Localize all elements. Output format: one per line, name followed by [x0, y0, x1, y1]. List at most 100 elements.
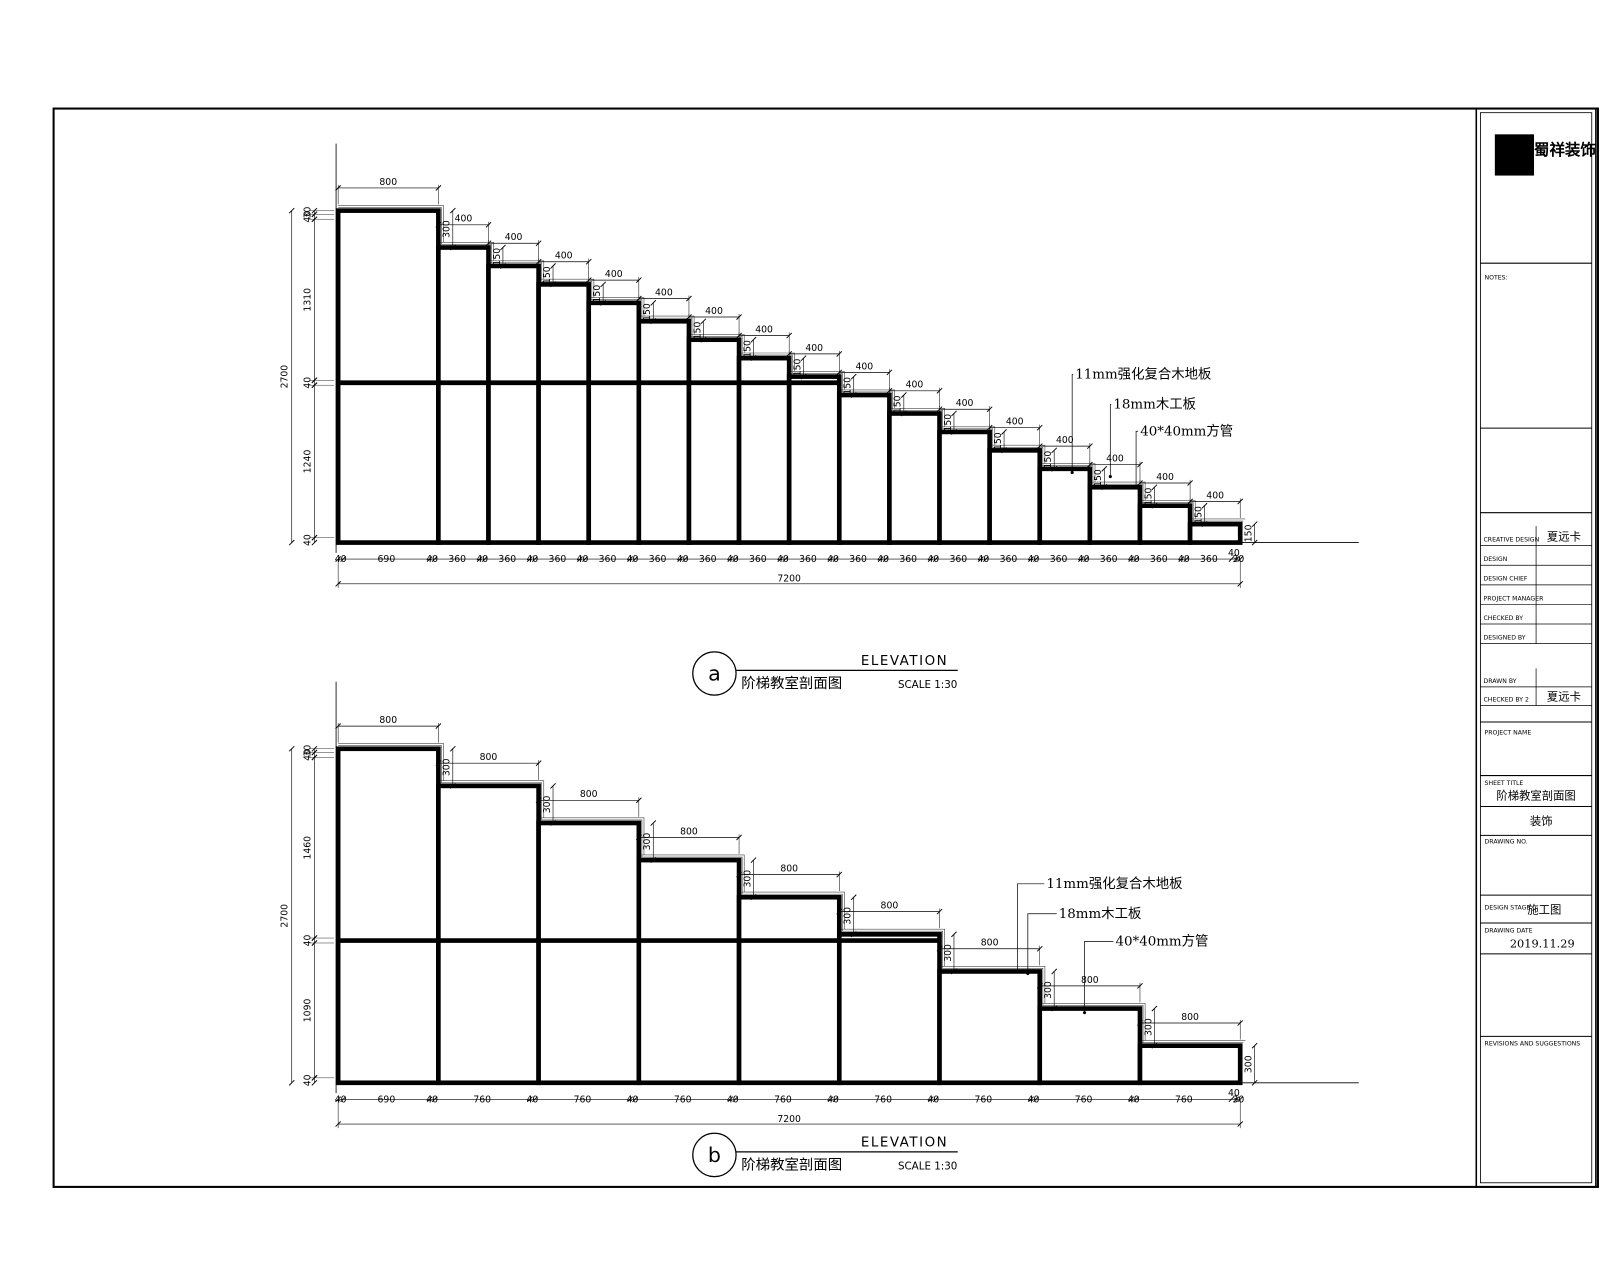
dim-tick — [500, 263, 506, 269]
width-dim: 400 — [956, 398, 974, 409]
dim-tick — [635, 834, 642, 841]
dim-tick — [1237, 1121, 1244, 1127]
height-dim: 1090 — [302, 999, 313, 1023]
dim-tick — [836, 908, 843, 915]
dim-tick — [850, 894, 857, 901]
width-dim: 800 — [580, 789, 598, 800]
dim-tick — [426, 556, 433, 562]
bottom-dim: 360 — [1200, 554, 1218, 565]
row-value: 夏远卡 — [1547, 530, 1581, 544]
dim-tick — [1187, 480, 1193, 486]
dim-tick — [736, 871, 742, 878]
bottom-dim: 40 — [677, 554, 689, 565]
rise-dim: 150 — [542, 266, 553, 284]
leader — [1084, 941, 1114, 1013]
width-dim: 400 — [1006, 417, 1024, 428]
dim-tick — [535, 760, 542, 767]
dim-tick — [535, 258, 542, 265]
width-dim: 800 — [1081, 975, 1099, 986]
dim-tick — [1251, 1079, 1258, 1086]
dim-tick — [682, 556, 689, 562]
bottom-dim: 360 — [1050, 554, 1068, 565]
dim-tick — [1033, 1096, 1039, 1103]
bottom-dim: 360 — [649, 554, 667, 565]
dim-tick — [288, 539, 295, 546]
dim-tick — [1137, 1020, 1143, 1026]
dim-tick — [927, 556, 934, 562]
dim-tick — [1051, 968, 1058, 975]
height-dim: 40 — [302, 749, 313, 761]
rise-dim: 150 — [943, 414, 954, 432]
dim-tick — [951, 931, 957, 938]
bottom-dim: 690 — [378, 554, 396, 565]
dim-tick — [1036, 982, 1043, 989]
dim-tick — [635, 797, 642, 804]
dim-tick — [1128, 556, 1135, 562]
bottom-dim: 40 — [627, 1094, 639, 1105]
note: 18mm木工板 — [1059, 906, 1142, 922]
note: 40*40mm方管 — [1140, 423, 1233, 439]
bottom-dim: 40 — [827, 554, 839, 565]
dim-tick — [1178, 556, 1185, 562]
dim-tick — [481, 556, 488, 562]
step-frame — [436, 245, 491, 545]
dim-tick — [632, 556, 638, 562]
dim-tick — [1228, 1096, 1235, 1103]
leader — [1017, 883, 1045, 972]
dim-tick — [686, 295, 692, 302]
bottom-dim: 360 — [799, 554, 817, 565]
leader-dot — [1070, 470, 1074, 475]
dim-tick — [736, 332, 742, 339]
step-frame — [1137, 1043, 1243, 1086]
bottom-dim: 40 — [1028, 1094, 1040, 1105]
step-frame — [436, 783, 541, 1086]
dim-tick — [1151, 484, 1158, 491]
dim-tick — [982, 556, 989, 562]
last-height-dim: 150 — [1244, 524, 1255, 542]
dim-tick — [836, 871, 843, 878]
dim-tick — [832, 556, 839, 562]
bottom-dim: 40 — [927, 1094, 939, 1105]
dim-tick — [1137, 480, 1143, 486]
rise-dim: 150 — [492, 248, 503, 266]
dim-tick — [449, 745, 456, 752]
drawing-title: 阶梯教室剖面图 — [741, 1156, 842, 1173]
step-frame — [937, 969, 1043, 1086]
dim-tick — [677, 556, 684, 562]
dim-tick — [836, 369, 843, 376]
dim-tick — [431, 1096, 438, 1103]
dim-tick — [777, 556, 784, 562]
sheet-label: SHEET TITLE — [1485, 780, 1524, 787]
width-dim: 400 — [655, 287, 673, 298]
bottom-dim: 360 — [448, 554, 466, 565]
dim-tick — [732, 556, 739, 562]
dim-tick — [827, 556, 834, 562]
discipline: 装饰 — [1530, 814, 1553, 828]
width-dim: 400 — [505, 232, 523, 243]
dim-tick — [1228, 556, 1235, 562]
dim-tick — [977, 556, 984, 562]
step-frame — [1137, 503, 1193, 545]
title-block: 蜀祥装饰 NOTES: PROJECT NAME SHEET TITLE 阶梯教… — [1480, 134, 1596, 1048]
bottom-dim: 360 — [1150, 554, 1168, 565]
dim-tick — [600, 281, 607, 288]
leader-dot — [1134, 485, 1138, 489]
rise-dim: 300 — [843, 907, 854, 925]
dim-tick — [1183, 556, 1190, 562]
dim-tick — [1051, 465, 1058, 472]
bottom-dim: 40 — [1128, 554, 1140, 565]
notes-heading: NOTES: — [1485, 275, 1508, 282]
step-frame — [987, 448, 1043, 545]
note: 11mm强化复合木地板 — [1046, 875, 1182, 892]
bottom-dim: 40 — [1178, 554, 1190, 565]
dim-tick — [650, 857, 657, 864]
dim-tick — [485, 240, 492, 247]
dim-tick — [582, 556, 588, 562]
dim-tick — [936, 406, 943, 413]
width-dim: 400 — [455, 214, 473, 225]
height-dim: 1460 — [302, 836, 313, 860]
bottom-dim: 360 — [549, 554, 567, 565]
dim-tick — [288, 745, 295, 752]
width-dim: 400 — [856, 361, 874, 372]
